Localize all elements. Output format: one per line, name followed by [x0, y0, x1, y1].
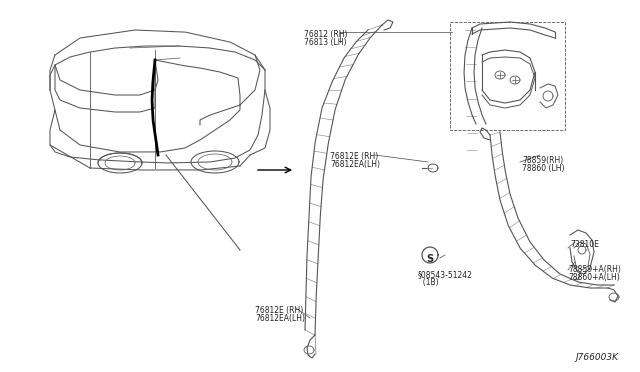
Text: S: S [426, 254, 433, 264]
Text: 78860 (LH): 78860 (LH) [522, 164, 564, 173]
Text: (1B): (1B) [418, 278, 438, 287]
Text: 76812EA(LH): 76812EA(LH) [255, 314, 305, 323]
Text: 76812EA(LH): 76812EA(LH) [330, 160, 380, 169]
Text: 76812 (RH): 76812 (RH) [304, 30, 348, 39]
Text: 76812E (RH): 76812E (RH) [255, 306, 303, 315]
Text: J766003K: J766003K [575, 353, 618, 362]
Text: 78859(RH): 78859(RH) [522, 156, 563, 165]
Text: 78859+A(RH): 78859+A(RH) [568, 265, 621, 274]
Bar [450, 22, 565, 130]
Text: 76812E (RH): 76812E (RH) [330, 152, 378, 161]
Text: 76813 (LH): 76813 (LH) [304, 38, 346, 47]
Text: 73810E: 73810E [570, 240, 599, 249]
Text: 78860+A(LH): 78860+A(LH) [568, 273, 620, 282]
Text: §08543-51242: §08543-51242 [418, 270, 473, 279]
